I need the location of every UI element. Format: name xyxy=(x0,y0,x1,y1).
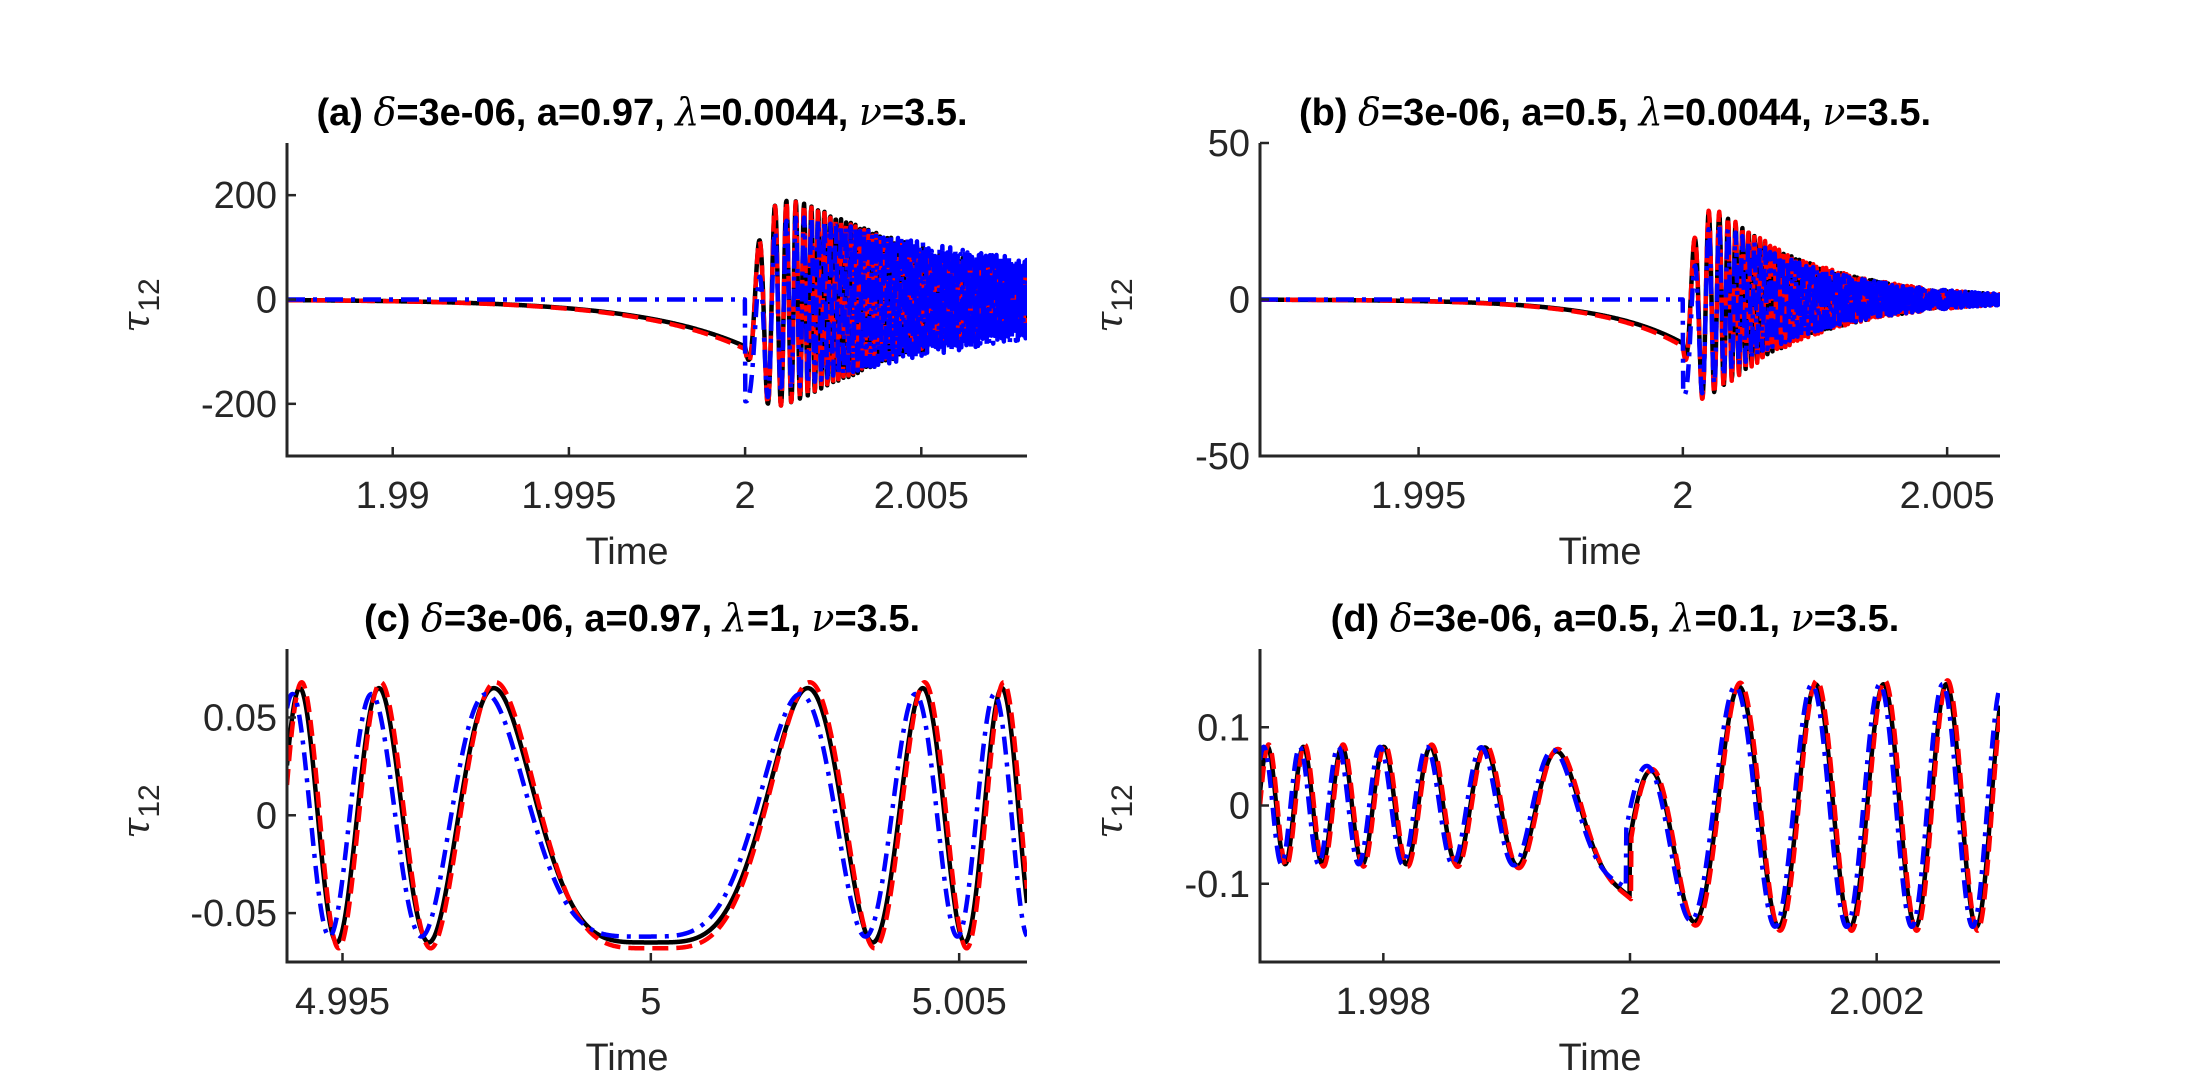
plot-area xyxy=(287,198,1027,408)
series-line-2 xyxy=(287,680,1027,951)
panel-a: 1.99 1.995 2 2.005 -200 0 200 Time τ12 (a) δ=3e-0… xyxy=(114,90,1027,573)
x-tick-label: 2.002 xyxy=(1829,981,1924,1023)
y-tick-label: 0 xyxy=(256,280,277,322)
y-axis-label: τ12 xyxy=(1087,278,1139,332)
x-tick-label: 5 xyxy=(640,981,661,1023)
x-tick-label: 2.005 xyxy=(874,475,969,517)
x-axis-label: Time xyxy=(585,1037,668,1079)
x-tick-label: 2 xyxy=(735,475,756,517)
axes-lines xyxy=(285,649,1027,964)
x-tick-label: 2 xyxy=(1672,475,1693,517)
x-axis-label: Time xyxy=(585,531,668,573)
y-axis-label: τ12 xyxy=(114,784,166,838)
y-tick-label: 0.05 xyxy=(203,697,277,739)
series-line-1 xyxy=(287,685,1027,945)
panel-c: 4.995 5 5.005 -0.05 0 0.05 Time τ12 (c) δ=3e-06,… xyxy=(114,596,1027,1079)
chart-title: (d) δ=3e-06, a=0.5, λ=0.1, ν=3.5. xyxy=(1331,596,1900,640)
plot-area xyxy=(1260,208,2000,402)
x-tick-label: 1.99 xyxy=(356,475,430,517)
panel-b: 1.995 2 2.005 -50 0 50 Time τ12 (b) δ=3e-06, a=0… xyxy=(1087,90,2000,573)
x-axis-label: Time xyxy=(1558,531,1641,573)
plot-area xyxy=(287,680,1027,951)
y-tick-label: 50 xyxy=(1208,123,1250,165)
axes-lines xyxy=(285,143,1027,458)
chart-title: (b) δ=3e-06, a=0.5, λ=0.0044, ν=3.5. xyxy=(1299,90,1931,134)
y-tick-label: 0.1 xyxy=(1197,707,1250,749)
y-tick-label: -0.1 xyxy=(1185,864,1250,906)
y-tick-label: -0.05 xyxy=(190,893,277,935)
plot-area xyxy=(1260,678,2000,933)
x-axis-label: Time xyxy=(1558,1037,1641,1079)
x-tick-label: 1.995 xyxy=(1371,475,1466,517)
x-tick-label: 5.005 xyxy=(912,981,1007,1023)
y-tick-label: 0 xyxy=(1229,280,1250,322)
y-tick-label: 0 xyxy=(256,795,277,837)
x-tick-label: 1.998 xyxy=(1336,981,1431,1023)
y-tick-label: -200 xyxy=(201,384,277,426)
y-axis-label: τ12 xyxy=(1087,784,1139,838)
y-tick-label: -50 xyxy=(1195,436,1250,478)
axes-lines xyxy=(1258,649,2000,964)
x-tick-label: 4.995 xyxy=(295,981,390,1023)
x-tick-label: 2.005 xyxy=(1900,475,1995,517)
x-tick-label: 2 xyxy=(1619,981,1640,1023)
panel-d: 1.998 2 2.002 -0.1 0 0.1 Time τ12 (d) δ=3e-06, a… xyxy=(1087,596,2000,1079)
series-line-3 xyxy=(287,691,1027,939)
series-line-3 xyxy=(287,215,1027,404)
y-tick-label: 0 xyxy=(1229,786,1250,828)
series-line-2 xyxy=(1260,678,2000,933)
chart-title: (a) δ=3e-06, a=0.97, λ=0.0044, ν=3.5. xyxy=(316,90,967,134)
chart-title: (c) δ=3e-06, a=0.97, λ=1, ν=3.5. xyxy=(364,596,920,640)
y-tick-label: 200 xyxy=(214,175,277,217)
x-tick-label: 1.995 xyxy=(521,475,616,517)
series-line-3 xyxy=(1260,223,2000,398)
y-axis-label: τ12 xyxy=(114,278,166,332)
